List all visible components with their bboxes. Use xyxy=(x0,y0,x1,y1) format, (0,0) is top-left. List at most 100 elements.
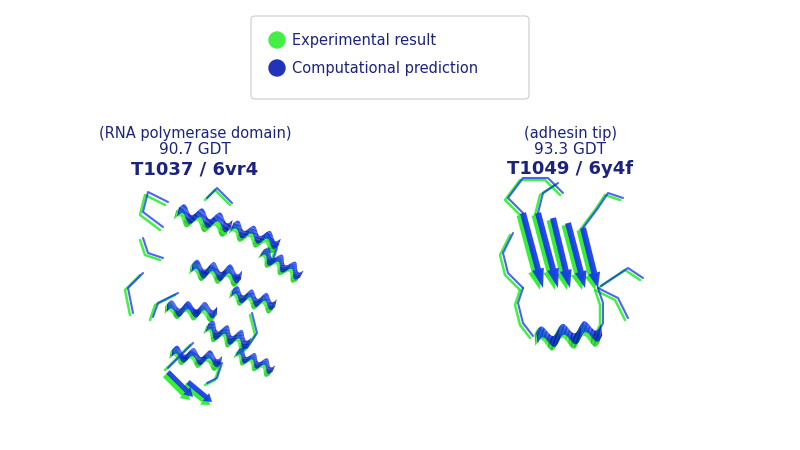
Polygon shape xyxy=(195,351,198,360)
Polygon shape xyxy=(197,265,199,276)
Polygon shape xyxy=(591,333,594,346)
Polygon shape xyxy=(571,336,574,349)
Polygon shape xyxy=(236,276,238,286)
Polygon shape xyxy=(206,323,210,332)
Polygon shape xyxy=(186,219,190,227)
Polygon shape xyxy=(268,260,274,267)
Polygon shape xyxy=(294,275,299,283)
Polygon shape xyxy=(236,349,240,356)
Polygon shape xyxy=(268,242,271,252)
Polygon shape xyxy=(235,290,238,299)
Polygon shape xyxy=(227,331,230,341)
Polygon shape xyxy=(252,235,255,244)
Polygon shape xyxy=(211,352,213,361)
Polygon shape xyxy=(246,356,250,363)
Polygon shape xyxy=(264,231,268,240)
Polygon shape xyxy=(200,306,202,314)
Polygon shape xyxy=(550,217,571,288)
Polygon shape xyxy=(266,370,270,377)
Polygon shape xyxy=(182,209,184,220)
Polygon shape xyxy=(234,286,238,294)
Polygon shape xyxy=(256,239,260,248)
Polygon shape xyxy=(239,348,243,354)
Polygon shape xyxy=(233,288,236,296)
Polygon shape xyxy=(220,227,224,237)
Polygon shape xyxy=(242,340,246,349)
Polygon shape xyxy=(248,226,252,235)
Polygon shape xyxy=(258,297,261,306)
Polygon shape xyxy=(256,363,261,370)
Polygon shape xyxy=(214,309,215,318)
Polygon shape xyxy=(222,228,225,237)
Polygon shape xyxy=(256,362,259,369)
Polygon shape xyxy=(540,326,542,338)
Polygon shape xyxy=(178,354,181,364)
Polygon shape xyxy=(210,328,214,339)
Polygon shape xyxy=(233,278,235,287)
Polygon shape xyxy=(190,310,192,319)
Polygon shape xyxy=(253,226,256,235)
Polygon shape xyxy=(574,333,578,344)
Polygon shape xyxy=(240,348,243,355)
Polygon shape xyxy=(582,321,586,333)
Polygon shape xyxy=(275,257,280,265)
Polygon shape xyxy=(242,359,246,366)
Polygon shape xyxy=(542,327,546,338)
Polygon shape xyxy=(219,328,223,338)
Polygon shape xyxy=(256,235,260,243)
Polygon shape xyxy=(179,308,181,317)
Polygon shape xyxy=(181,208,184,218)
Polygon shape xyxy=(197,260,199,270)
Polygon shape xyxy=(538,327,541,339)
Polygon shape xyxy=(194,348,196,357)
Polygon shape xyxy=(216,331,221,341)
Text: 93.3 GDT: 93.3 GDT xyxy=(534,142,606,157)
Polygon shape xyxy=(207,321,211,331)
Polygon shape xyxy=(240,234,244,242)
Polygon shape xyxy=(239,353,242,361)
Polygon shape xyxy=(240,356,243,364)
Polygon shape xyxy=(165,305,166,314)
Polygon shape xyxy=(204,269,207,279)
Polygon shape xyxy=(250,226,254,234)
Polygon shape xyxy=(231,334,235,344)
Polygon shape xyxy=(281,267,286,275)
Polygon shape xyxy=(274,241,278,249)
Polygon shape xyxy=(255,364,259,371)
Polygon shape xyxy=(232,335,236,345)
Polygon shape xyxy=(203,212,206,223)
Polygon shape xyxy=(260,359,264,367)
Polygon shape xyxy=(250,356,253,362)
Polygon shape xyxy=(268,299,270,309)
Polygon shape xyxy=(270,302,272,310)
Polygon shape xyxy=(246,356,250,364)
Polygon shape xyxy=(253,238,257,247)
Polygon shape xyxy=(569,333,571,347)
Polygon shape xyxy=(574,335,576,348)
Polygon shape xyxy=(247,338,251,347)
Polygon shape xyxy=(227,333,230,343)
Polygon shape xyxy=(174,346,176,355)
Polygon shape xyxy=(270,257,275,265)
Polygon shape xyxy=(557,330,559,343)
Polygon shape xyxy=(203,324,208,334)
Polygon shape xyxy=(226,266,228,275)
Polygon shape xyxy=(598,329,600,341)
Polygon shape xyxy=(209,355,211,364)
Polygon shape xyxy=(204,214,206,225)
Polygon shape xyxy=(196,309,197,318)
Polygon shape xyxy=(258,235,262,243)
Polygon shape xyxy=(163,373,190,400)
Polygon shape xyxy=(255,300,258,309)
Polygon shape xyxy=(260,361,264,368)
Polygon shape xyxy=(214,331,218,340)
Polygon shape xyxy=(200,265,202,275)
Polygon shape xyxy=(594,330,598,342)
Polygon shape xyxy=(278,259,282,268)
Polygon shape xyxy=(255,361,258,369)
Polygon shape xyxy=(230,336,234,346)
Polygon shape xyxy=(203,302,205,310)
Polygon shape xyxy=(250,356,254,364)
Polygon shape xyxy=(204,306,206,316)
Polygon shape xyxy=(264,248,269,255)
